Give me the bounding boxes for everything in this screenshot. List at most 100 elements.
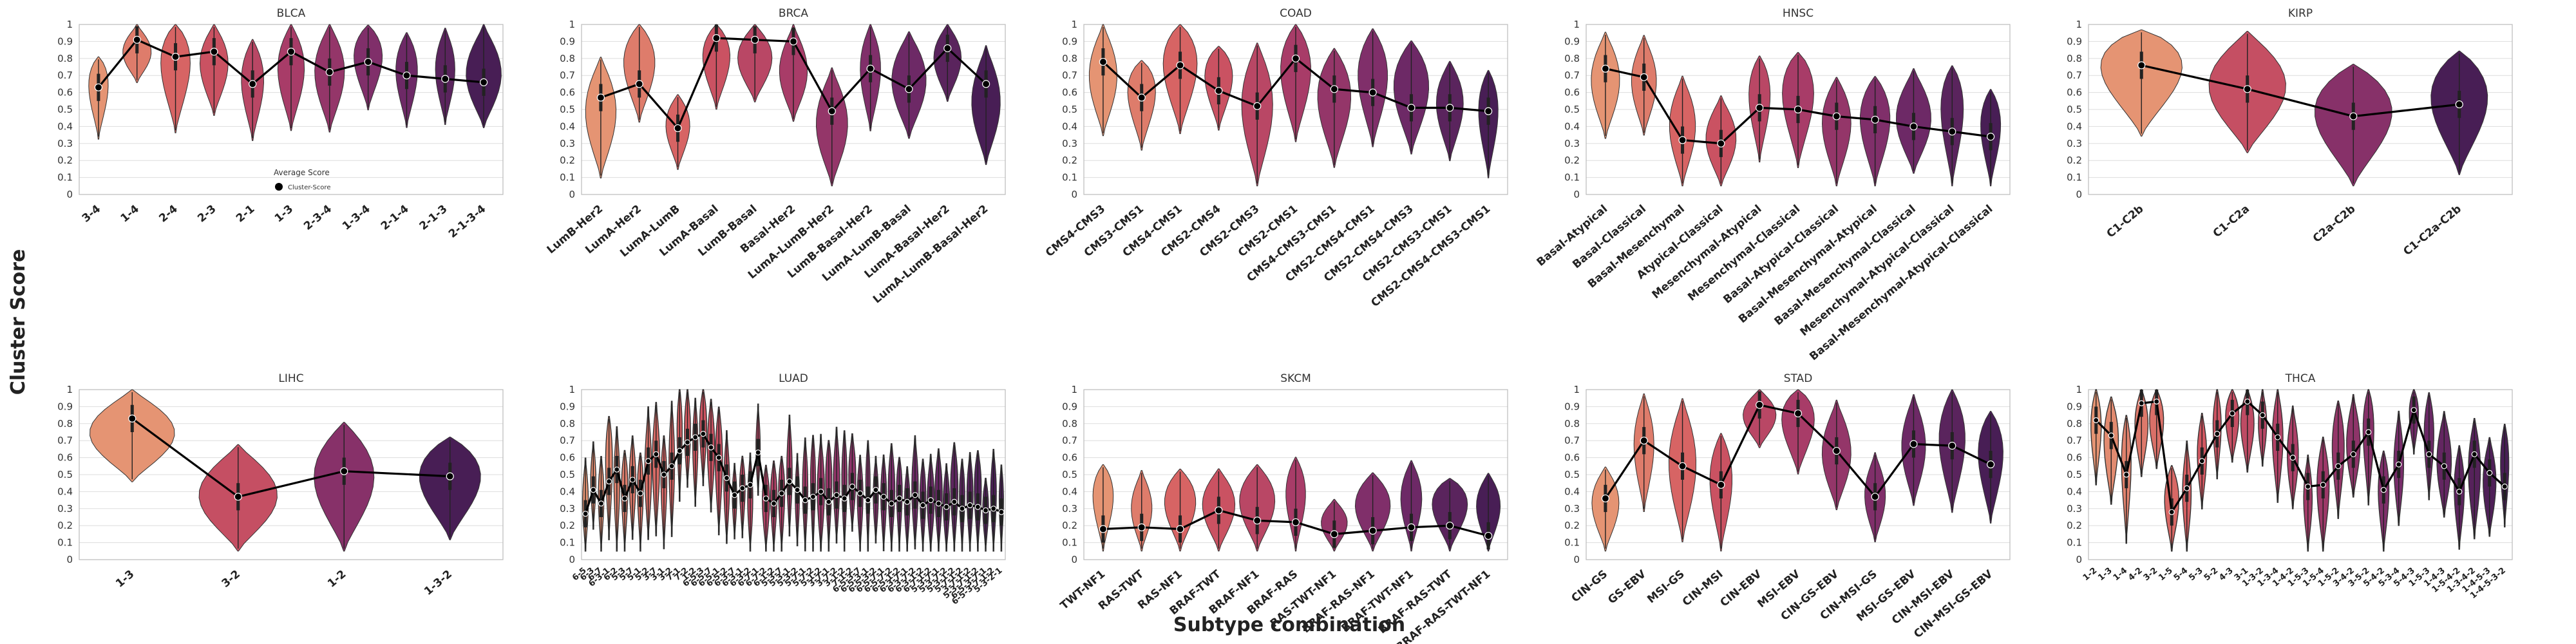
average-point xyxy=(810,493,817,500)
average-point xyxy=(676,448,683,454)
panel-brca: 00.10.20.30.40.50.60.70.80.91BRCALumB-He… xyxy=(545,7,1006,306)
average-point xyxy=(927,497,934,504)
average-point xyxy=(951,498,958,505)
y-tick-label: 0.7 xyxy=(57,435,73,446)
average-point xyxy=(2305,483,2311,490)
y-tick-label: 0.9 xyxy=(1564,35,1580,47)
y-tick-label: 0.5 xyxy=(1062,104,1077,115)
y-tick-label: 0.8 xyxy=(560,418,575,430)
y-tick-label: 0.6 xyxy=(2067,87,2082,99)
y-tick-label: 0.8 xyxy=(57,53,73,64)
x-tick-label: CIN-MSI xyxy=(1680,568,1726,609)
average-point xyxy=(171,53,180,61)
y-tick-label: 0.5 xyxy=(57,469,73,480)
average-point xyxy=(621,495,628,502)
x-tick-label: 4-3 xyxy=(2217,566,2235,583)
average-point xyxy=(340,467,348,475)
y-tick-label: 0.6 xyxy=(1062,87,1077,99)
y-tick-label: 0.3 xyxy=(560,503,575,515)
average-point xyxy=(2184,485,2190,491)
average-point xyxy=(747,482,753,488)
panel-title: STAD xyxy=(1784,372,1813,385)
y-tick-label: 0 xyxy=(569,554,575,565)
average-point xyxy=(402,71,411,80)
plot-frame xyxy=(1586,24,2011,195)
y-tick-label: 0 xyxy=(2076,554,2082,565)
average-point xyxy=(943,44,952,53)
average-point xyxy=(1446,522,1454,530)
y-tick-label: 0.3 xyxy=(57,138,73,149)
average-point xyxy=(596,93,605,102)
average-point xyxy=(755,450,761,456)
x-tick-label: 1-2 xyxy=(2081,566,2099,583)
legend: Average Score Cluster-Score xyxy=(274,168,330,191)
average-point xyxy=(708,444,714,451)
y-tick-label: 0.7 xyxy=(57,70,73,81)
average-point xyxy=(723,475,730,481)
y-tick-label: 0.4 xyxy=(1564,486,1580,497)
average-point xyxy=(1640,73,1648,81)
average-point xyxy=(249,80,257,88)
average-point xyxy=(2108,432,2114,439)
y-tick-label: 0.4 xyxy=(1564,120,1580,132)
average-point xyxy=(1909,122,1918,131)
x-tick-label: C1-C2a-C2b xyxy=(2401,203,2464,258)
y-tick-label: 0 xyxy=(1573,189,1580,200)
average-point xyxy=(1137,93,1146,102)
average-point xyxy=(751,35,759,44)
average-point xyxy=(1368,88,1377,97)
x-tick-label: GS-EBV xyxy=(1605,567,1649,607)
average-point xyxy=(2154,398,2160,405)
panel-title: SKCM xyxy=(1280,372,1311,385)
average-point xyxy=(94,83,103,91)
average-point xyxy=(1832,446,1841,455)
x-tick-label: 1-3-4 xyxy=(340,202,373,232)
y-tick-label: 0.5 xyxy=(1062,469,1077,480)
y-tick-label: 0.7 xyxy=(560,435,575,446)
average-point xyxy=(606,478,612,485)
average-point xyxy=(935,500,942,507)
y-tick-label: 0.9 xyxy=(2067,401,2082,412)
y-tick-label: 0.8 xyxy=(1062,418,1077,430)
y-tick-label: 0.1 xyxy=(1062,172,1077,184)
y-tick-label: 0.9 xyxy=(1564,401,1580,412)
y-tick-label: 0.4 xyxy=(1062,486,1077,497)
average-point xyxy=(828,107,836,115)
average-point xyxy=(1176,525,1184,533)
average-point xyxy=(2275,434,2281,440)
y-tick-label: 1 xyxy=(1573,384,1580,395)
average-point xyxy=(2259,412,2266,419)
average-point xyxy=(446,472,454,480)
average-point xyxy=(1717,480,1725,489)
average-line xyxy=(131,417,450,498)
average-point xyxy=(2350,451,2356,457)
x-tick-label: 1-5 xyxy=(2157,566,2175,583)
x-tick-label: 1-3 xyxy=(2096,566,2114,583)
average-point xyxy=(967,502,973,509)
average-point xyxy=(128,414,137,422)
panel-lihc: 0 0.1 0.2 0.3 0.4 0.5 0.6 0.7 0.8 0.9 1 LIHC 1-3 3-2 1… xyxy=(57,372,504,598)
average-point xyxy=(905,85,913,93)
average-point xyxy=(786,478,793,485)
average-point xyxy=(2396,461,2402,468)
average-point xyxy=(1909,440,1918,448)
plot-frame xyxy=(1083,389,1508,560)
x-tick-label: 5-3 xyxy=(2187,566,2205,583)
x-tick-label: 5-4 xyxy=(2172,566,2190,583)
x-tick-label: 3-2 xyxy=(220,568,243,591)
average-point xyxy=(2455,100,2463,109)
average-point xyxy=(1484,531,1493,540)
y-tick-label: 0.7 xyxy=(1564,435,1580,446)
average-point xyxy=(866,64,875,73)
y-tick-label: 0.6 xyxy=(57,452,73,464)
average-point xyxy=(287,48,296,56)
y-tick-label: 0.5 xyxy=(1564,104,1580,115)
average-point xyxy=(2471,451,2477,457)
average-point xyxy=(668,463,675,469)
y-tick-label: 0.2 xyxy=(560,155,575,166)
average-point xyxy=(1794,105,1803,114)
average-point xyxy=(684,439,691,446)
average-point xyxy=(637,490,643,497)
average-point xyxy=(1601,64,1610,73)
y-tick-label: 0.2 xyxy=(2067,155,2082,166)
